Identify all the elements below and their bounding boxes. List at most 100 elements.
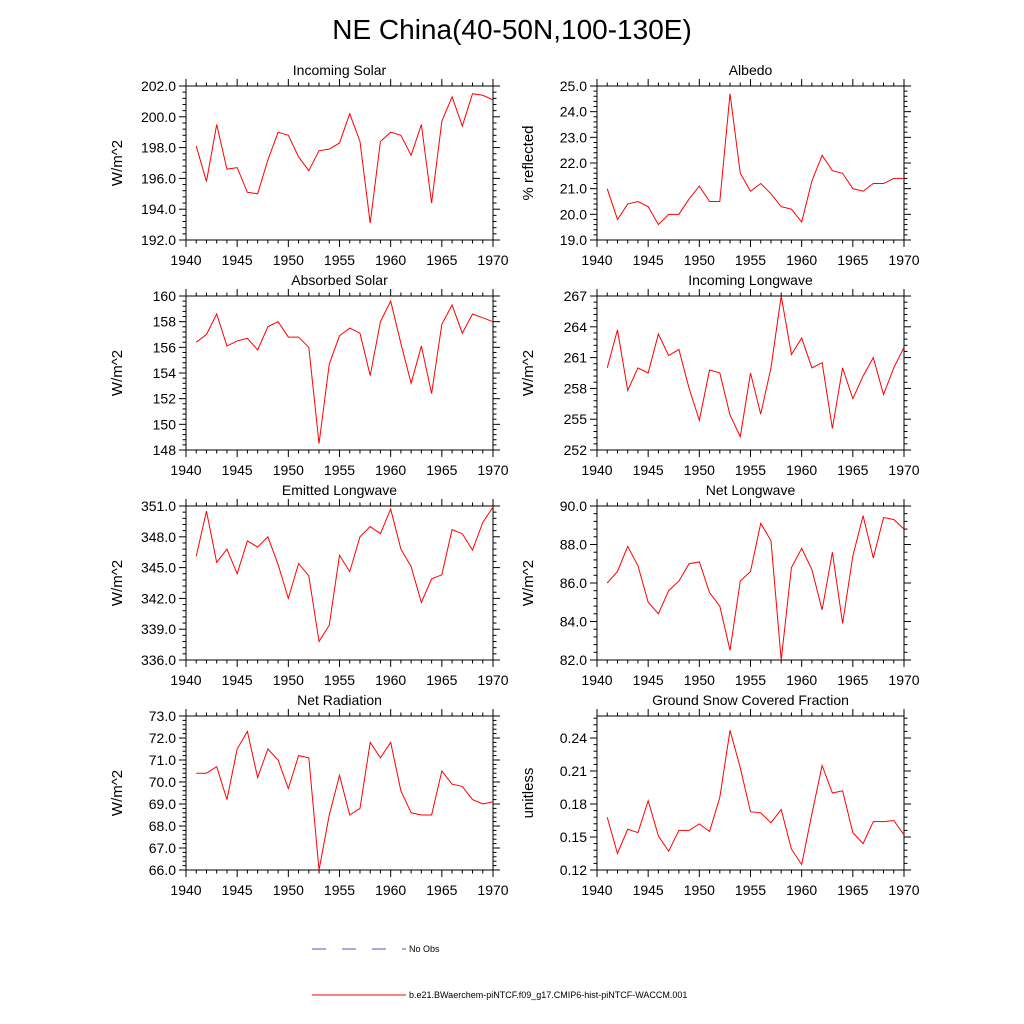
panel-title: Incoming Longwave <box>688 272 813 288</box>
y-tick-label: 198.0 <box>141 140 176 156</box>
x-tick-label: 1955 <box>735 672 766 688</box>
x-tick-label: 1955 <box>324 462 355 478</box>
y-axis-label: W/m^2 <box>109 140 126 186</box>
x-tick-label: 1945 <box>222 672 253 688</box>
panel-title: Ground Snow Covered Fraction <box>652 692 849 708</box>
x-tick-label: 1955 <box>324 882 355 898</box>
x-tick-label: 1950 <box>684 672 715 688</box>
y-tick-label: 0.18 <box>560 796 587 812</box>
x-tick-label: 1945 <box>633 462 664 478</box>
y-tick-label: 255 <box>564 411 588 427</box>
y-tick-label: 24.0 <box>560 104 587 120</box>
y-axis-label: unitless <box>520 768 537 819</box>
y-tick-label: 339.0 <box>141 621 176 637</box>
x-tick-label: 1960 <box>786 882 817 898</box>
y-axis-label: W/m^2 <box>109 350 126 396</box>
y-tick-label: 88.0 <box>560 537 587 553</box>
x-tick-label: 1950 <box>684 462 715 478</box>
y-tick-label: 84.0 <box>560 614 587 630</box>
y-tick-label: 148 <box>153 442 177 458</box>
y-tick-label: 73.0 <box>149 708 176 724</box>
y-tick-label: 66.0 <box>149 862 176 878</box>
x-tick-label: 1960 <box>375 672 406 688</box>
y-tick-label: 348.0 <box>141 529 176 545</box>
y-tick-label: 342.0 <box>141 590 176 606</box>
y-tick-label: 86.0 <box>560 575 587 591</box>
series-line <box>195 93 494 224</box>
x-tick-label: 1945 <box>633 252 664 268</box>
x-tick-label: 1945 <box>222 882 253 898</box>
x-tick-label: 1965 <box>426 672 457 688</box>
panel-incoming-longwave: Incoming Longwave W/m^2 1940 1945 1950 1955 19… <box>520 272 920 478</box>
y-tick-label: 194.0 <box>141 201 176 217</box>
y-tick-label: 267 <box>564 288 588 304</box>
x-tick-label: 1960 <box>786 672 817 688</box>
x-tick-label: 1950 <box>273 882 304 898</box>
series-line <box>195 506 494 643</box>
x-tick-label: 1940 <box>581 462 612 478</box>
x-tick-label: 1940 <box>581 672 612 688</box>
panel-emitted-longwave: Emitted Longwave W/m^2 1940 1945 1950 1955 196… <box>109 482 509 688</box>
x-tick-label: 1965 <box>837 672 868 688</box>
y-tick-label: 192.0 <box>141 232 176 248</box>
y-tick-label: 82.0 <box>560 652 587 668</box>
y-tick-label: 71.0 <box>149 752 176 768</box>
x-tick-label: 1970 <box>477 882 508 898</box>
x-tick-label: 1940 <box>170 672 201 688</box>
x-tick-label: 1960 <box>786 252 817 268</box>
x-tick-label: 1950 <box>273 462 304 478</box>
y-tick-label: 0.15 <box>560 829 587 845</box>
x-tick-label: 1950 <box>273 672 304 688</box>
panel-title: Absorbed Solar <box>291 272 388 288</box>
panel-incoming-solar: Incoming Solar W/m^2 1940 1945 1950 1955 1960 1… <box>109 62 509 268</box>
y-tick-label: 261 <box>564 350 588 366</box>
panel-title: Net Longwave <box>706 482 796 498</box>
y-tick-label: 0.12 <box>560 862 587 878</box>
y-tick-label: 90.0 <box>560 498 587 514</box>
y-tick-label: 252 <box>564 442 588 458</box>
y-tick-label: 21.0 <box>560 181 587 197</box>
y-tick-label: 0.21 <box>560 763 587 779</box>
x-tick-label: 1960 <box>375 882 406 898</box>
y-tick-label: 196.0 <box>141 170 176 186</box>
y-tick-label: 22.0 <box>560 155 587 171</box>
series-line <box>606 730 905 866</box>
x-tick-label: 1955 <box>324 252 355 268</box>
y-tick-label: 25.0 <box>560 78 587 94</box>
x-tick-label: 1955 <box>324 672 355 688</box>
x-tick-label: 1950 <box>684 882 715 898</box>
y-tick-label: 336.0 <box>141 652 176 668</box>
series-line <box>195 299 494 444</box>
x-tick-label: 1955 <box>735 882 766 898</box>
panel-albedo: Albedo % reflected 1940 1945 1950 1955 1960 196… <box>520 62 920 268</box>
x-tick-label: 1940 <box>170 462 201 478</box>
panel-absorbed-solar: Absorbed Solar W/m^2 1940 1945 1950 1955 1960 1… <box>109 272 509 478</box>
y-tick-label: 70.0 <box>149 774 176 790</box>
plot-frame <box>185 715 494 871</box>
y-axis-label: W/m^2 <box>520 560 537 606</box>
page-title: NE China(40-50N,100-130E) <box>332 14 692 45</box>
y-tick-label: 156 <box>153 339 177 355</box>
panel-title: Incoming Solar <box>293 62 387 78</box>
x-tick-label: 1945 <box>222 462 253 478</box>
y-tick-label: 152 <box>153 391 177 407</box>
y-tick-label: 264 <box>564 319 588 335</box>
x-tick-label: 1970 <box>888 462 919 478</box>
x-tick-label: 1955 <box>735 252 766 268</box>
y-tick-label: 200.0 <box>141 109 176 125</box>
y-tick-label: 345.0 <box>141 560 176 576</box>
y-tick-label: 67.0 <box>149 840 176 856</box>
x-tick-label: 1945 <box>222 252 253 268</box>
panel-title: Albedo <box>729 62 773 78</box>
x-tick-label: 1965 <box>426 882 457 898</box>
x-tick-label: 1965 <box>837 882 868 898</box>
panel-title: Emitted Longwave <box>282 482 397 498</box>
plot-frame <box>596 85 905 241</box>
y-tick-label: 160 <box>153 288 177 304</box>
x-tick-label: 1955 <box>735 462 766 478</box>
x-tick-label: 1965 <box>837 252 868 268</box>
y-tick-label: 258 <box>564 380 588 396</box>
plot-frame <box>185 295 494 451</box>
x-tick-label: 1970 <box>888 252 919 268</box>
